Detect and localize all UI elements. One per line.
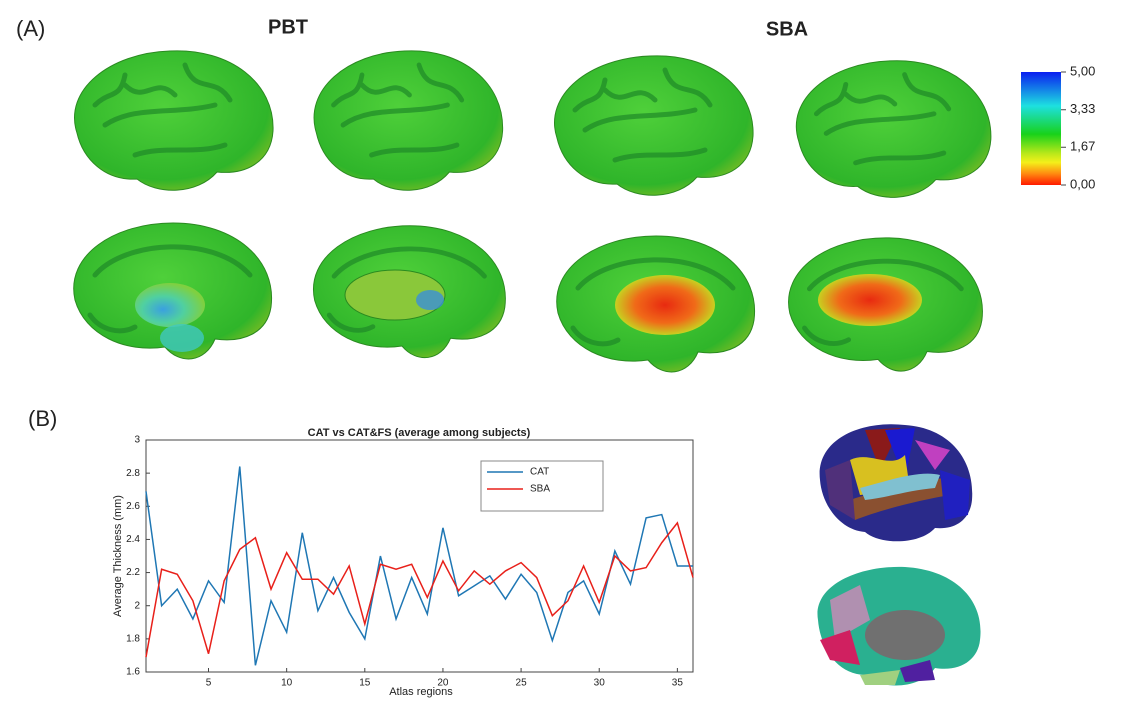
y-tick-label: 2.4 [126,534,140,545]
x-tick-label: 5 [206,678,212,689]
x-tick-label: 25 [516,678,528,689]
brain-region [135,283,205,327]
y-tick-label: 2.6 [126,501,140,512]
x-axis-label: Atlas regions [389,686,453,698]
x-tick-label: 15 [359,678,371,689]
y-tick-label: 2.8 [126,468,140,479]
y-axis-label: Average Thickness (mm) [112,495,124,617]
brain-region [416,290,444,310]
x-tick-label: 10 [281,678,293,689]
panel-label: (B) [28,406,57,431]
chart-title: CAT vs CAT&FS (average among subjects) [308,427,531,439]
y-tick-label: 3 [134,435,140,446]
brain-region [160,324,204,352]
colorbar-ticks: 5,00 3,33 1,67 0,00 [1061,63,1095,191]
line-chart: CAT vs CAT&FS (average among subjects) A… [112,427,694,698]
legend [480,460,604,512]
x-tick-label: 30 [594,678,606,689]
atlas-brain [819,424,973,542]
brain-region [344,269,446,321]
brain-surface [796,61,991,198]
y-tick-label: 1.6 [126,667,140,678]
column-header: PBT [268,16,308,38]
column-header: SBA [766,18,808,40]
brain-surface [555,56,754,195]
legend-label: CAT [530,467,549,478]
brain-surface [75,51,274,190]
colorbar-tick-label: 1,67 [1070,139,1095,154]
brain-region [615,275,715,335]
colorbar-tick-label: 5,00 [1070,63,1095,78]
y-tick-label: 2 [134,600,140,611]
colorbar [1021,72,1061,185]
atlas-brain [817,566,981,686]
data-line [145,521,694,658]
brain-surface [314,51,503,190]
y-tick-label: 2.2 [126,567,140,578]
panel-label: (A) [16,16,45,41]
colorbar-tick-label: 0,00 [1070,176,1095,191]
x-tick-label: 20 [437,678,449,689]
x-tick-label: 35 [672,678,684,689]
legend-label: SBA [530,484,550,495]
y-tick-label: 1.8 [126,633,140,644]
data-line [145,466,693,666]
plot-frame [145,439,694,673]
brain-region [818,274,922,326]
colorbar-tick-label: 3,33 [1070,101,1095,116]
